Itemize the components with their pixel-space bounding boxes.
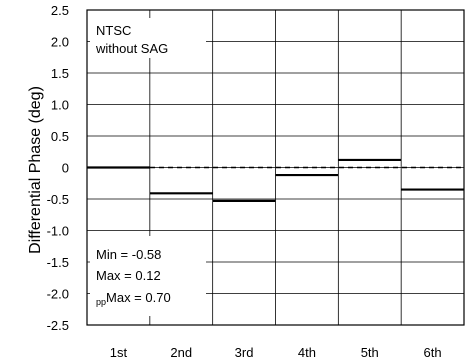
y-tick-label: 1.5	[51, 66, 69, 81]
x-tick-label: 3rd	[235, 345, 254, 360]
y-tick-label: 2.5	[51, 3, 69, 18]
legend-line-1: NTSC	[96, 23, 131, 38]
legend: NTSC without SAG	[90, 18, 206, 58]
x-tick-label: 5th	[361, 345, 379, 360]
x-tick-label: 1st	[110, 345, 128, 360]
stats-box: Min = -0.58 Max = 0.12 ppMax = 0.70	[90, 236, 206, 316]
stat-ppmax-prefix: pp	[96, 297, 106, 307]
x-tick-label: 4th	[298, 345, 316, 360]
y-tick-label: 1.0	[51, 98, 69, 113]
legend-line-2: without SAG	[95, 41, 168, 56]
y-tick-label: -0.5	[47, 192, 69, 207]
stat-ppmax-rest: Max = 0.70	[106, 290, 171, 305]
y-tick-label: 2.0	[51, 35, 69, 50]
x-tick-label: 2nd	[170, 345, 192, 360]
x-tick-label: 6th	[424, 345, 442, 360]
y-tick-label: -1.5	[47, 255, 69, 270]
y-tick-labels: 2.5 2.0 1.5 1.0 0.5 0 -0.5 -1.0 -1.5 -2.0 -2.5	[47, 3, 69, 333]
y-tick-label: 0	[62, 161, 69, 176]
stat-max: Max = 0.12	[96, 268, 161, 283]
y-axis-label: Differential Phase (deg)	[27, 86, 44, 254]
y-tick-label: -1.0	[47, 224, 69, 239]
data-segments	[87, 158, 464, 202]
y-tick-label: 0.5	[51, 129, 69, 144]
x-tick-labels: 1st 2nd 3rd 4th 5th 6th	[110, 345, 442, 360]
y-tick-label: -2.0	[47, 287, 69, 302]
stat-min: Min = -0.58	[96, 247, 161, 262]
y-tick-label: -2.5	[47, 318, 69, 333]
stat-ppmax: ppMax = 0.70	[96, 290, 171, 307]
plot-frame	[86, 9, 465, 326]
